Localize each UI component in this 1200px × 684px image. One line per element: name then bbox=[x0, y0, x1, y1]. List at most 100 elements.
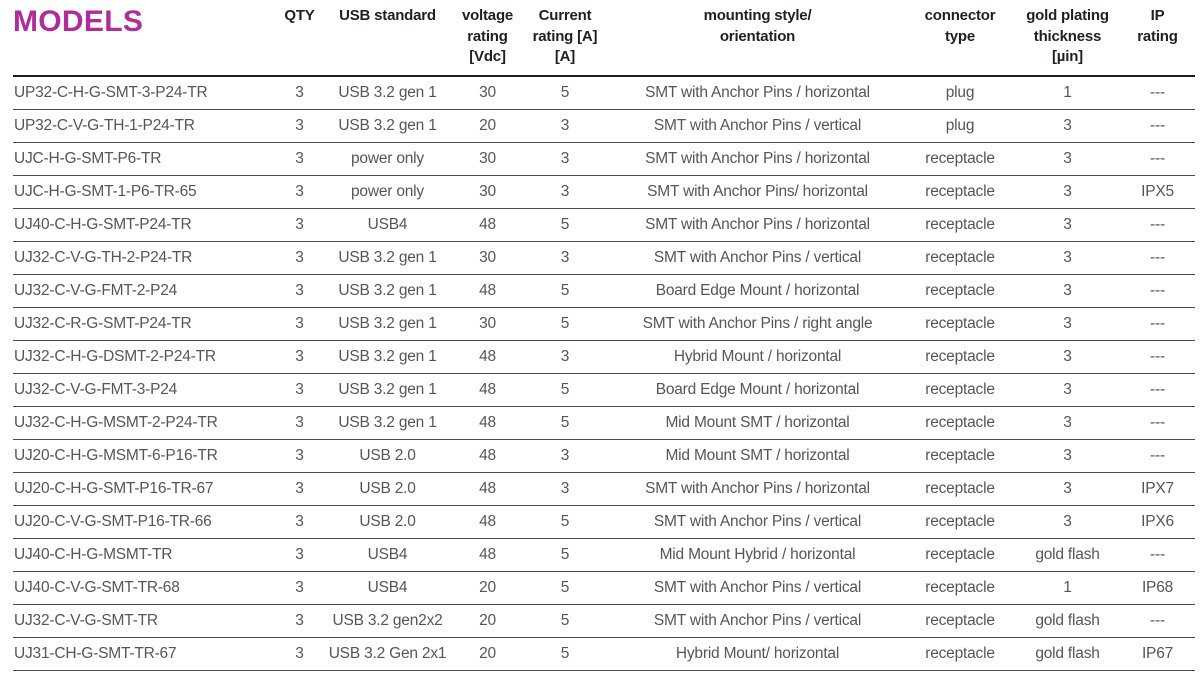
mounting-style-cell: SMT with Anchor Pins / vertical bbox=[653, 116, 862, 134]
ip-rating-cell: IPX6 bbox=[1141, 512, 1174, 530]
current-rating-cell: 3 bbox=[560, 446, 570, 464]
qty-cell: 3 bbox=[295, 578, 304, 596]
models-table-body: UP32-C-H-G-SMT-3-P24-TR 3 USB 3.2 gen 1 … bbox=[13, 76, 1195, 670]
table-row: UJ40-C-H-G-SMT-P24-TR 3 USB4 48 5 SMT wi… bbox=[13, 208, 1195, 241]
ip-rating-cell: --- bbox=[1150, 314, 1165, 332]
gold-plating-cell: 3 bbox=[1063, 116, 1072, 134]
qty-cell: 3 bbox=[295, 479, 304, 497]
gold-plating-cell: 3 bbox=[1063, 314, 1072, 332]
mounting-style-cell: SMT with Anchor Pins / vertical bbox=[653, 578, 862, 596]
ip-rating-cell: --- bbox=[1150, 446, 1165, 464]
current-rating-cell: 5 bbox=[560, 644, 570, 662]
mounting-style-cell: SMT with Anchor Pins / horizontal bbox=[645, 215, 870, 233]
connector-type-cell: receptacle bbox=[925, 248, 995, 266]
qty-cell: 3 bbox=[295, 182, 304, 200]
usb-standard-cell: USB 3.2 gen 1 bbox=[338, 83, 437, 101]
column-header-gold-plating: gold plating thickness [µin] bbox=[1026, 7, 1109, 66]
model-number-cell: UJ20-C-H-G-MSMT-6-P16-TR bbox=[14, 446, 218, 464]
column-header-voltage-rating: voltage rating [Vdc] bbox=[461, 7, 514, 66]
connector-type-cell: receptacle bbox=[925, 479, 995, 497]
model-number-cell: UJ32-C-V-G-TH-2-P24-TR bbox=[14, 248, 193, 266]
current-rating-cell: 3 bbox=[560, 182, 570, 200]
qty-cell: 3 bbox=[295, 281, 304, 299]
voltage-rating-cell: 30 bbox=[479, 83, 496, 101]
usb-standard-cell: USB 3.2 gen 1 bbox=[338, 281, 437, 299]
model-number-cell: UJ40-C-H-G-MSMT-TR bbox=[14, 545, 173, 563]
mounting-style-cell: SMT with Anchor Pins / horizontal bbox=[645, 479, 870, 497]
usb-standard-cell: power only bbox=[351, 182, 424, 200]
ip-rating-cell: IPX5 bbox=[1141, 182, 1174, 200]
voltage-rating-cell: 48 bbox=[479, 347, 496, 365]
model-number-cell: UJ40-C-V-G-SMT-TR-68 bbox=[14, 578, 180, 596]
mounting-style-cell: Board Edge Mount / horizontal bbox=[655, 380, 860, 398]
connector-type-cell: receptacle bbox=[925, 149, 995, 167]
qty-cell: 3 bbox=[295, 314, 304, 332]
voltage-rating-cell: 48 bbox=[479, 281, 496, 299]
model-number-cell: UJ32-C-R-G-SMT-P24-TR bbox=[14, 314, 192, 332]
model-number-cell: UP32-C-V-G-TH-1-P24-TR bbox=[14, 116, 195, 134]
gold-plating-cell: 1 bbox=[1063, 578, 1072, 596]
voltage-rating-cell: 20 bbox=[479, 644, 496, 662]
model-number-cell: UJ32-C-V-G-FMT-3-P24 bbox=[14, 380, 178, 398]
current-rating-cell: 5 bbox=[560, 512, 570, 530]
gold-plating-cell: 3 bbox=[1063, 182, 1072, 200]
connector-type-cell: receptacle bbox=[925, 347, 995, 365]
voltage-rating-cell: 20 bbox=[479, 116, 496, 134]
current-rating-cell: 3 bbox=[560, 347, 570, 365]
mounting-style-cell: SMT with Anchor Pins / vertical bbox=[653, 611, 862, 629]
voltage-rating-cell: 48 bbox=[479, 413, 496, 431]
connector-type-cell: receptacle bbox=[925, 512, 995, 530]
voltage-rating-cell: 48 bbox=[479, 380, 496, 398]
column-header-current-rating: Current rating [A] [A] bbox=[532, 7, 598, 66]
voltage-rating-cell: 48 bbox=[479, 446, 496, 464]
usb-standard-cell: USB4 bbox=[367, 578, 408, 596]
model-number-cell: UJ32-C-V-G-SMT-TR bbox=[14, 611, 158, 629]
ip-rating-cell: --- bbox=[1150, 347, 1165, 365]
qty-cell: 3 bbox=[295, 347, 304, 365]
model-number-cell: UJC-H-G-SMT-1-P6-TR-65 bbox=[14, 182, 197, 200]
model-number-cell: UJ20-C-H-G-SMT-P16-TR-67 bbox=[14, 479, 214, 497]
current-rating-cell: 5 bbox=[560, 314, 570, 332]
gold-plating-cell: gold flash bbox=[1035, 644, 1100, 662]
current-rating-cell: 5 bbox=[560, 215, 570, 233]
connector-type-cell: receptacle bbox=[925, 545, 995, 563]
column-header-ip-rating: IP rating bbox=[1137, 7, 1178, 45]
gold-plating-cell: 3 bbox=[1063, 479, 1072, 497]
usb-standard-cell: USB 3.2 gen 1 bbox=[338, 347, 437, 365]
ip-rating-cell: --- bbox=[1150, 611, 1165, 629]
current-rating-cell: 3 bbox=[560, 116, 570, 134]
models-title-cell: MODELS bbox=[13, 2, 279, 76]
qty-cell: 3 bbox=[295, 611, 304, 629]
qty-cell: 3 bbox=[295, 116, 304, 134]
table-row: UJC-H-G-SMT-P6-TR 3 power only 30 3 SMT … bbox=[13, 142, 1195, 175]
column-header-usb-standard: USB standard bbox=[339, 7, 436, 24]
connector-type-cell: receptacle bbox=[925, 281, 995, 299]
table-row: UJ32-C-V-G-SMT-TR 3 USB 3.2 gen2x2 20 5 … bbox=[13, 604, 1195, 637]
usb-standard-cell: USB 3.2 gen 1 bbox=[338, 380, 437, 398]
qty-cell: 3 bbox=[295, 545, 304, 563]
current-rating-cell: 3 bbox=[560, 248, 570, 266]
usb-standard-cell: USB 3.2 gen 1 bbox=[338, 413, 437, 431]
usb-standard-cell: USB 3.2 gen2x2 bbox=[332, 611, 443, 629]
usb-standard-cell: USB 3.2 gen 1 bbox=[338, 314, 437, 332]
qty-cell: 3 bbox=[295, 512, 304, 530]
voltage-rating-cell: 48 bbox=[479, 215, 496, 233]
ip-rating-cell: IP67 bbox=[1141, 644, 1174, 662]
connector-type-cell: receptacle bbox=[925, 380, 995, 398]
qty-cell: 3 bbox=[295, 380, 304, 398]
gold-plating-cell: 3 bbox=[1063, 248, 1072, 266]
usb-standard-cell: USB 3.2 Gen 2x1 bbox=[328, 644, 447, 662]
current-rating-cell: 5 bbox=[560, 83, 570, 101]
page-title: MODELS bbox=[13, 5, 144, 38]
ip-rating-cell: --- bbox=[1150, 116, 1165, 134]
mounting-style-cell: Board Edge Mount / horizontal bbox=[655, 281, 860, 299]
mounting-style-cell: SMT with Anchor Pins / vertical bbox=[653, 512, 862, 530]
mounting-style-cell: SMT with Anchor Pins / vertical bbox=[653, 248, 862, 266]
gold-plating-cell: 3 bbox=[1063, 149, 1072, 167]
connector-type-cell: receptacle bbox=[925, 644, 995, 662]
qty-cell: 3 bbox=[295, 149, 304, 167]
gold-plating-cell: gold flash bbox=[1035, 545, 1100, 563]
model-number-cell: UJ32-C-H-G-DSMT-2-P24-TR bbox=[14, 347, 216, 365]
usb-standard-cell: USB4 bbox=[367, 215, 408, 233]
mounting-style-cell: SMT with Anchor Pins / horizontal bbox=[645, 83, 870, 101]
